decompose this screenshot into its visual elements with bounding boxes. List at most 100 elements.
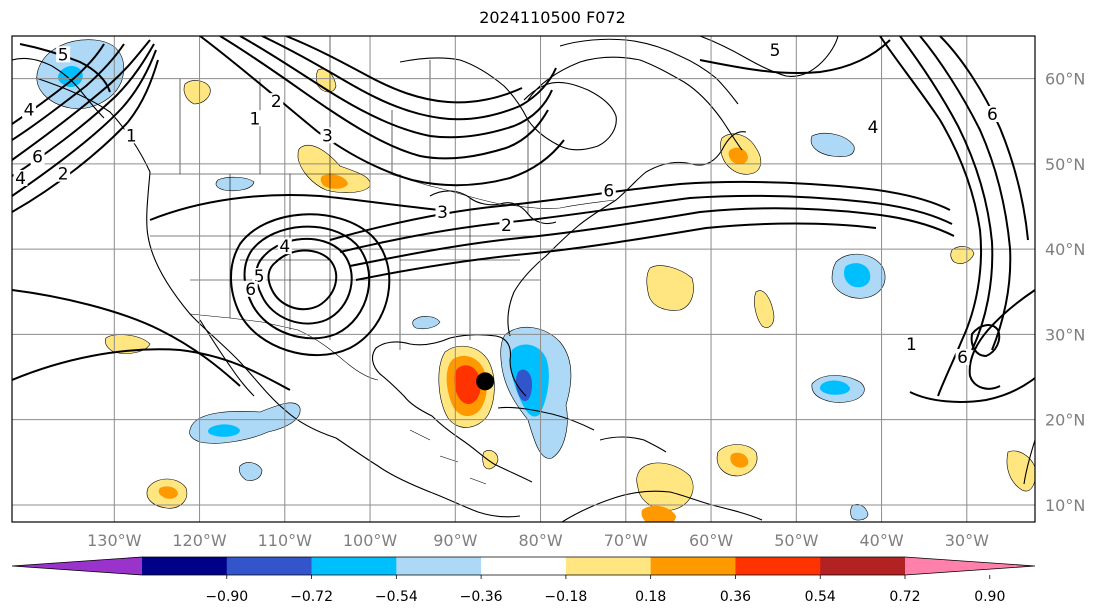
colorbar-tick-label: −0.36 [460,589,503,605]
anomaly-small-4 [215,176,255,192]
colorbar-extend-max [905,557,1035,575]
contour-label: 6 [957,348,968,368]
colorbar-segment [226,557,313,575]
contour-east-4 [919,36,1012,351]
lon-tick-label: 30°W [945,531,989,550]
colorbar-extend-min [12,557,142,575]
contour-east-5 [939,36,1029,241]
contour-jet-5 [149,194,441,221]
colorbar-tick-label: 0.90 [974,589,1005,605]
contour-label-bg [985,106,1000,122]
contour-label-bg [56,46,71,63]
contour-nw-1 [12,39,151,161]
contour-label: 6 [987,105,998,125]
colorbar-tick-label: −0.18 [544,589,587,605]
anomaly-cold-atlantic-core [844,263,871,288]
anomaly-cold-subtrop-core [820,380,850,395]
anomaly-warm-atlantic [646,265,694,311]
contour-label: 4 [15,169,26,189]
contour-label: 4 [24,101,35,121]
contour-label: 1 [906,335,917,355]
anomaly-warm-carib-2 [636,462,694,511]
colorbar-segment [481,557,567,575]
colorbar-tick-label: −0.90 [205,589,248,605]
lon-tick-label: 50°W [774,531,818,550]
contour-label-bg [252,268,267,284]
lon-tick-label: 130°W [87,531,142,550]
colorbar-tick-label: −0.72 [290,589,333,605]
contour-label-bg [866,118,881,135]
colorbar-outline [11,556,1036,576]
coastline-hispaniola [599,436,667,453]
contour-label-bg [22,101,37,118]
coastline-labrador [527,56,743,151]
contour-label-bg [955,349,970,365]
colorbar-segment [735,557,821,575]
lat-tick-label: 20°N [1045,411,1085,430]
contour-label: 5 [254,267,265,287]
contour-label: 6 [603,182,614,202]
contour-label-bg [124,127,139,144]
lon-tick-label: 70°W [604,531,648,550]
lat-tick-label: 40°N [1045,240,1085,259]
anomaly-warm-pac-core [158,486,178,499]
colorbar-tick-label: 0.36 [720,589,751,605]
contour-east-8 [909,377,1035,403]
contour-label: 1 [126,126,137,146]
contour-cutoff-3 [243,225,371,340]
contour-label-bg [767,42,782,59]
coastline-africa [1023,439,1035,485]
contour-label: 4 [868,118,879,138]
contour-cutoff-1 [267,249,338,311]
contour-nw-4 [12,59,159,213]
lon-tick-label: 90°W [433,531,477,550]
colorbar-tick-label: −0.54 [375,589,418,605]
contour-nw-3 [12,49,157,197]
contour-label: 3 [322,126,333,146]
coastline-baffin [559,38,739,105]
contour-label-bg [904,336,919,353]
colorbar-tick-labels: −0.90 −0.72 −0.54 −0.36 −0.18 0.18 0.36 0.54 0.7… [205,575,1005,605]
lon-tick-label: 120°W [172,531,227,550]
contour-label-bg [13,169,28,186]
coastline-gulf [371,334,533,483]
colorbar-segment [142,557,228,575]
colorbar-segment [650,557,736,575]
contour-label: 3 [437,203,448,223]
lat-tick-label: 50°N [1045,155,1085,174]
contour-south-2 [12,348,291,391]
contour-label-bg [269,93,284,110]
lat-tick-label: 10°N [1045,496,1085,515]
contour-label-bg [601,182,616,199]
contour-label-bg [56,165,71,182]
anomaly-small-3 [104,334,151,354]
contour-label: 5 [770,41,781,61]
anomaly-warm-atlantic-2 [754,290,775,328]
anomaly-small-2 [810,133,855,157]
contour-label: 2 [271,92,282,112]
colorbar-tick-label: 0.18 [635,589,666,605]
lon-tick-label: 100°W [343,531,398,550]
anomaly-warm-fareast [1006,450,1035,492]
contour-label-bg [499,216,514,233]
lon-tick-label: 110°W [258,531,313,550]
contour-east-6 [968,289,1035,390]
contour-label-bg [243,280,258,297]
contour-jet-4 [355,222,877,281]
anomaly-small-1 [183,80,211,105]
anomaly-small-5 [238,462,263,481]
lon-tick-label: 80°W [518,531,562,550]
colorbar-tick-label: 0.72 [889,589,920,605]
contour-label: 5 [58,45,69,65]
contour-ridge-2 [239,36,553,139]
lat-tick-label: 60°N [1045,70,1085,89]
plot-title: 2024110500 F072 [479,8,626,27]
contour-cutoff-2 [255,238,353,325]
map-frame [11,35,1036,523]
anomaly-warm-nfld-core [728,147,748,165]
lon-tick-label: 60°W [689,531,733,550]
colorbar-segment [565,557,652,575]
contour-east-3 [899,36,994,351]
